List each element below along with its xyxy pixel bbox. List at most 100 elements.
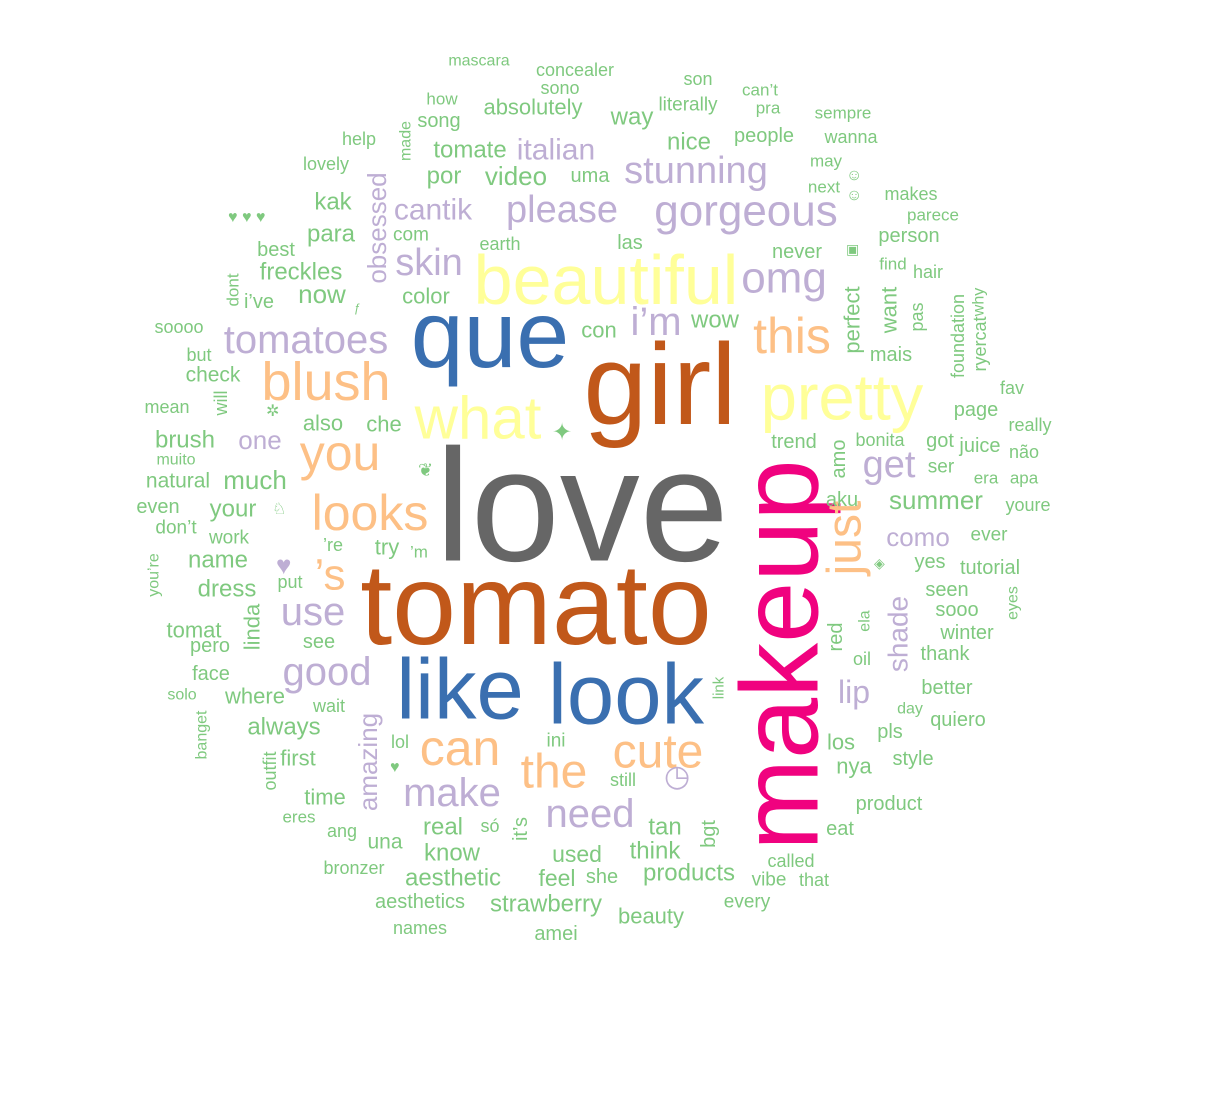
word-48: absolutely — [483, 95, 582, 120]
word-61: video — [485, 161, 547, 191]
word-1: love — [435, 416, 729, 595]
word-115: aku — [826, 489, 858, 511]
word-30: make — [403, 771, 501, 815]
word-7: look — [548, 648, 704, 743]
word-18: just — [819, 501, 872, 578]
word-57: nice — [667, 129, 711, 156]
word-54: made — [398, 121, 415, 161]
word-169: tan — [648, 814, 681, 841]
word-104: juice — [958, 435, 1000, 457]
word-4: que — [411, 282, 570, 388]
word-5: makeup — [719, 459, 842, 850]
word-167: só — [480, 816, 499, 836]
word-168: it’s — [510, 817, 532, 841]
word-38: amazing — [353, 713, 383, 811]
word-121: ever — [971, 525, 1009, 546]
word-11: blush — [261, 352, 390, 412]
word-184: strawberry — [490, 891, 602, 918]
word-171: eat — [826, 818, 854, 840]
word-19: ’s — [315, 551, 346, 600]
word-109: much — [223, 465, 287, 495]
green-hearts-icon: ♥ ♥ ♥ — [228, 209, 265, 226]
word-53: help — [342, 129, 376, 149]
word-141: thank — [921, 643, 971, 665]
word-3: girl — [583, 321, 736, 449]
word-8: beautiful — [474, 241, 739, 319]
word-89: wow — [690, 307, 740, 334]
word-138: see — [303, 631, 335, 653]
word-25: skin — [395, 242, 463, 284]
word-179: she — [586, 866, 618, 888]
word-58: may — [810, 152, 843, 171]
word-187: names — [393, 918, 447, 938]
word-177: aesthetic — [405, 865, 501, 892]
word-60: por — [427, 163, 462, 190]
word-137: winter — [939, 622, 994, 644]
purple-heart-icon: ♥ — [276, 550, 291, 580]
word-127: tutorial — [960, 557, 1020, 579]
word-88: con — [581, 318, 616, 343]
word-40: mascara — [448, 53, 509, 70]
word-174: think — [630, 838, 682, 865]
word-62: uma — [571, 165, 611, 187]
word-28: use — [281, 590, 346, 634]
word-149: quiero — [930, 709, 986, 731]
word-160: time — [304, 785, 346, 810]
word-36: one — [238, 425, 281, 455]
word-135: red — [825, 623, 847, 652]
word-71: never — [772, 241, 822, 263]
word-144: better — [921, 677, 972, 699]
word-147: wait — [312, 696, 345, 716]
clock-icon: ◷ — [664, 760, 690, 793]
word-186: every — [724, 892, 771, 913]
word-172: know — [424, 840, 481, 867]
word-103: got — [926, 430, 954, 452]
word-14: looks — [312, 485, 429, 541]
small-heart-icon: ♥ — [390, 759, 400, 776]
word-67: para — [307, 221, 356, 248]
word-136: ela — [857, 610, 874, 631]
word-175: called — [767, 851, 814, 871]
word-150: banget — [194, 710, 211, 759]
word-122: you’re — [146, 553, 163, 597]
word-96: also — [303, 411, 343, 436]
word-120: ’re — [323, 535, 343, 555]
word-82: want — [877, 287, 902, 334]
word-31: need — [546, 792, 635, 836]
word-163: eres — [282, 808, 315, 827]
word-70: las — [617, 232, 643, 254]
smiley-icon: ☺ — [846, 167, 862, 184]
word-49: literally — [658, 95, 718, 116]
word-52: wanna — [823, 127, 878, 147]
word-92: check — [186, 364, 241, 387]
leaf-icon: ❦ — [418, 460, 433, 480]
word-154: outfit — [260, 751, 280, 790]
word-165: una — [367, 831, 402, 854]
word-85: ryercat — [970, 316, 990, 371]
word-173: used — [552, 841, 602, 867]
word-146: where — [224, 684, 285, 709]
word-123: name — [188, 547, 248, 574]
word-98: page — [954, 399, 999, 421]
word-119: work — [208, 528, 250, 549]
word-161: still — [610, 770, 636, 790]
word-133: sooo — [935, 599, 978, 621]
word-188: amei — [534, 923, 577, 945]
word-106: muito — [156, 452, 195, 469]
word-74: freckles — [260, 259, 343, 286]
smiley-icon-2: ☺ — [846, 187, 862, 204]
word-65: parece — [907, 206, 959, 225]
word-130: seen — [925, 579, 968, 601]
word-162: product — [856, 793, 923, 815]
word-59: lovely — [303, 154, 349, 174]
word-2: tomato — [360, 541, 712, 669]
word-181: vibe — [752, 870, 787, 891]
word-42: sono — [540, 78, 579, 98]
word-12: this — [753, 308, 831, 364]
word-99: really — [1008, 415, 1051, 435]
word-166: real — [423, 814, 463, 841]
word-139: pero — [190, 635, 230, 657]
word-111: era — [974, 469, 999, 488]
